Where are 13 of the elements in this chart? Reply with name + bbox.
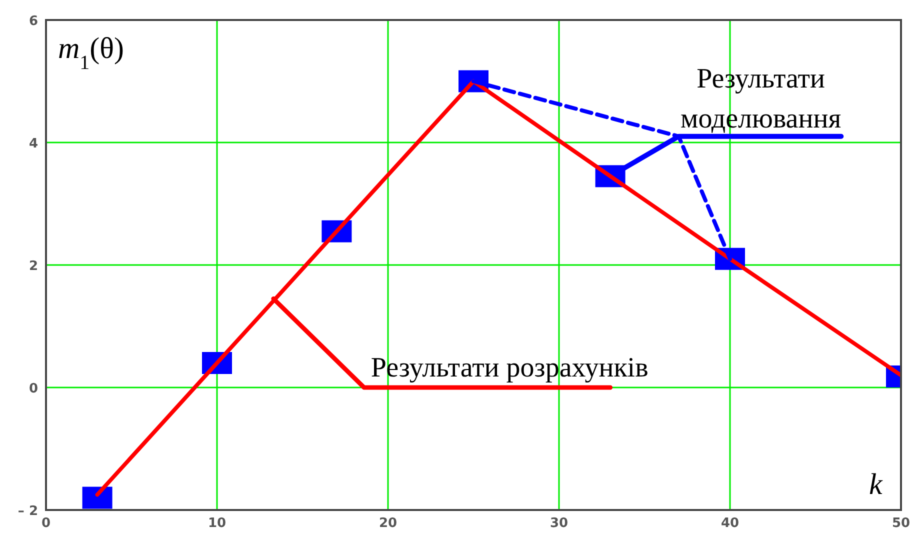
- y-axis-title: m$_{1}$(θ): [58, 32, 124, 74]
- x-tick-label: 10: [208, 516, 226, 531]
- y-tick-label: 2: [28, 259, 38, 274]
- y-tick-label: 6: [28, 14, 38, 29]
- x-tick-label: 30: [550, 516, 568, 531]
- x-axis-title: k: [869, 468, 883, 501]
- x-tick-label: 20: [378, 516, 398, 531]
- y-tick-label: – 2: [18, 504, 38, 519]
- y-tick-label: 4: [28, 136, 38, 152]
- y-tick-label: 0: [28, 382, 38, 396]
- x-tick-label: 0: [41, 516, 51, 531]
- x-tick-label: 50: [892, 516, 910, 531]
- x-tick-label: 40: [720, 516, 740, 531]
